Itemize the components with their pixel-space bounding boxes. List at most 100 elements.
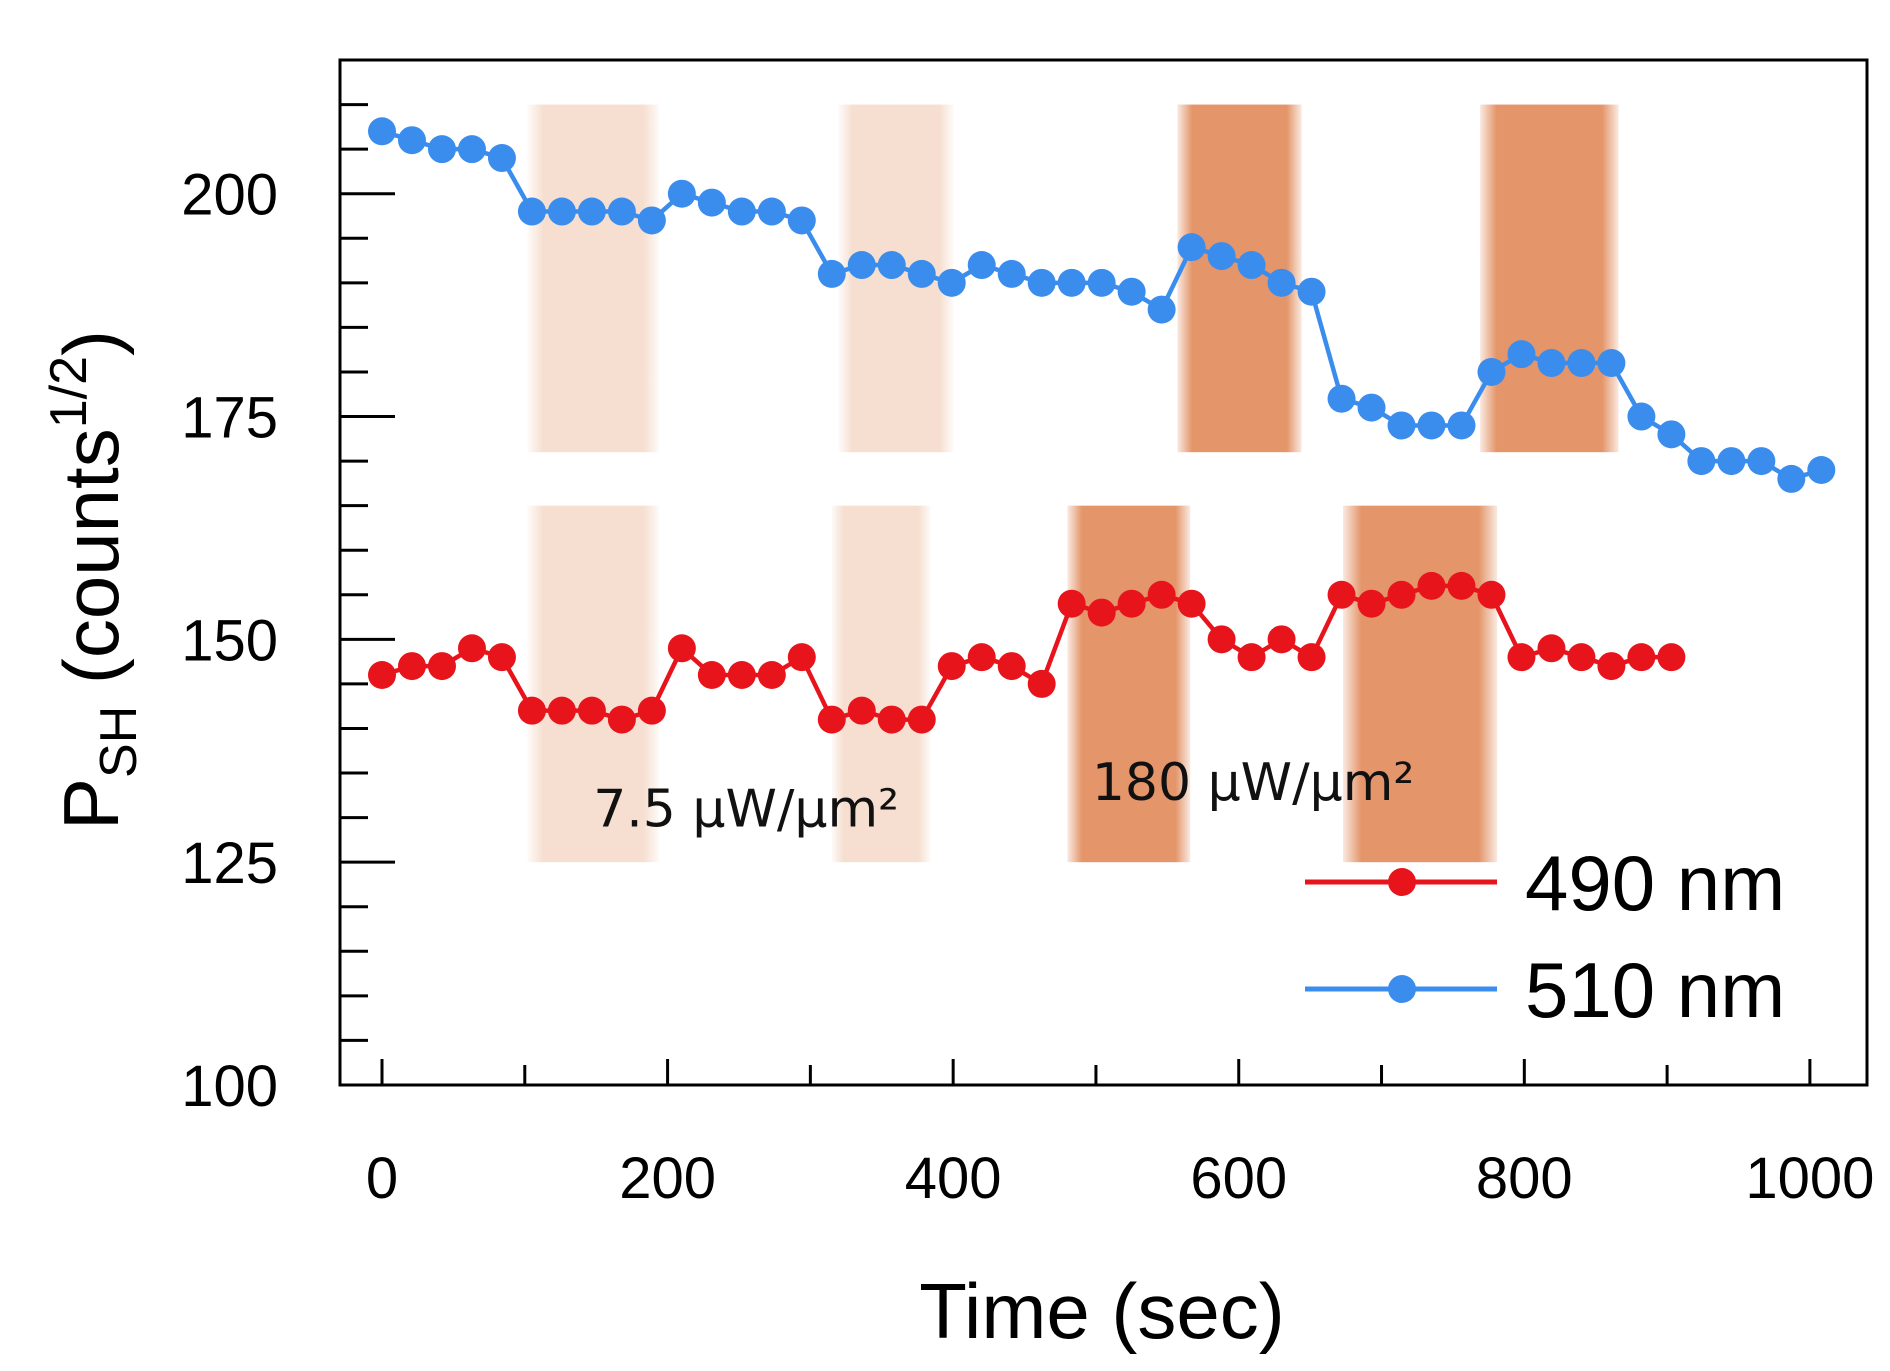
data-point-490nm (1597, 652, 1626, 681)
data-point-490nm (1327, 580, 1356, 609)
y-tick-label-150: 150 (181, 608, 278, 673)
data-point-510nm (1447, 411, 1476, 440)
x-tick-label-600: 600 (1190, 1146, 1287, 1211)
x-tick-label-400: 400 (905, 1146, 1002, 1211)
annotation-high-power: 180 µW/µm² (1092, 753, 1414, 813)
y-axis-title-paren-close: ) (47, 330, 135, 356)
data-point-490nm (457, 634, 486, 663)
data-point-490nm (1417, 571, 1446, 600)
data-point-490nm (787, 643, 816, 672)
data-point-490nm (607, 705, 636, 734)
x-axis-ticks: 0 200 400 600 800 1000 (366, 1059, 1874, 1211)
x-tick-label-0: 0 (366, 1146, 398, 1211)
data-point-490nm (1237, 643, 1266, 672)
shaded-region-4 (527, 505, 660, 863)
shaded-region-3 (1480, 104, 1619, 453)
data-point-490nm (427, 652, 456, 681)
data-point-510nm (1177, 233, 1206, 262)
data-point-490nm (1117, 589, 1146, 618)
data-point-510nm (1417, 411, 1446, 440)
data-point-490nm (907, 705, 936, 734)
data-point-510nm (997, 259, 1026, 288)
data-point-510nm (1777, 464, 1806, 493)
data-point-490nm (1207, 625, 1236, 654)
data-point-490nm (1627, 643, 1656, 672)
legend-label-490: 490 nm (1525, 839, 1785, 927)
plot-frame (338, 58, 1869, 1087)
data-point-490nm (368, 661, 396, 690)
data-point-510nm (577, 197, 606, 226)
data-point-490nm (1147, 580, 1176, 609)
data-point-510nm (1117, 277, 1146, 306)
data-point-510nm (1087, 268, 1116, 297)
data-point-490nm (487, 643, 516, 672)
legend-marker-510 (1388, 975, 1416, 1003)
data-point-490nm (667, 634, 696, 663)
data-point-490nm (757, 661, 786, 690)
data-point-490nm (547, 696, 576, 725)
shaded-region-7 (1342, 505, 1498, 863)
legend: 490 nm 510 nm (1305, 839, 1785, 1034)
data-point-510nm (1477, 357, 1506, 386)
x-tick-label-1000: 1000 (1745, 1146, 1874, 1211)
data-point-490nm (847, 696, 876, 725)
shaded-region-5 (831, 505, 931, 863)
data-point-490nm (1537, 634, 1566, 663)
data-point-510nm (1687, 447, 1716, 476)
data-point-490nm (637, 696, 666, 725)
x-tick-label-800: 800 (1476, 1146, 1573, 1211)
data-point-510nm (637, 206, 666, 235)
data-point-510nm (757, 197, 786, 226)
data-point-510nm (547, 197, 576, 226)
data-point-510nm (667, 179, 696, 208)
y-tick-label-125: 125 (181, 831, 278, 896)
data-point-490nm (1057, 589, 1086, 618)
data-point-510nm (697, 188, 726, 217)
data-point-510nm (1807, 456, 1836, 485)
data-point-490nm (1387, 580, 1416, 609)
data-point-490nm (1507, 643, 1536, 672)
data-point-510nm (517, 197, 546, 226)
data-point-490nm (1447, 571, 1476, 600)
data-point-510nm (1387, 411, 1416, 440)
data-point-510nm (1627, 402, 1656, 431)
legend-label-510: 510 nm (1525, 946, 1785, 1034)
shaded-region-0 (527, 104, 660, 453)
data-point-510nm (1597, 349, 1626, 378)
data-point-510nm (427, 135, 456, 164)
y-tick-label-200: 200 (181, 163, 278, 228)
y-axis-title-paren-open: (counts (47, 428, 135, 705)
data-point-490nm (1567, 643, 1596, 672)
y-axis-title-subscript: SH (90, 706, 148, 778)
data-point-490nm (577, 696, 606, 725)
data-point-510nm (1057, 268, 1086, 297)
data-point-490nm (937, 652, 966, 681)
data-point-510nm (727, 197, 756, 226)
x-tick-label-200: 200 (619, 1146, 716, 1211)
data-point-510nm (1537, 349, 1566, 378)
data-point-510nm (817, 259, 846, 288)
data-point-510nm (1027, 268, 1056, 297)
legend-marker-490 (1388, 868, 1416, 896)
data-point-510nm (907, 259, 936, 288)
data-point-510nm (1657, 420, 1686, 449)
annotation-low-power: 7.5 µW/µm² (593, 780, 899, 840)
y-tick-label-175: 175 (181, 386, 278, 451)
data-point-490nm (877, 705, 906, 734)
data-point-510nm (1207, 242, 1236, 271)
data-point-490nm (1027, 669, 1056, 698)
data-point-510nm (1747, 447, 1776, 476)
data-point-510nm (787, 206, 816, 235)
data-point-490nm (1087, 598, 1116, 627)
y-axis-title: PSH (counts1/2) (40, 330, 148, 830)
data-point-490nm (697, 661, 726, 690)
data-point-490nm (1657, 643, 1686, 672)
data-point-510nm (1567, 349, 1596, 378)
data-point-510nm (1267, 268, 1296, 297)
data-point-510nm (847, 251, 876, 280)
data-point-510nm (1297, 277, 1326, 306)
data-point-510nm (1357, 393, 1386, 422)
y-tick-label-100: 100 (181, 1054, 278, 1119)
data-point-490nm (1267, 625, 1296, 654)
